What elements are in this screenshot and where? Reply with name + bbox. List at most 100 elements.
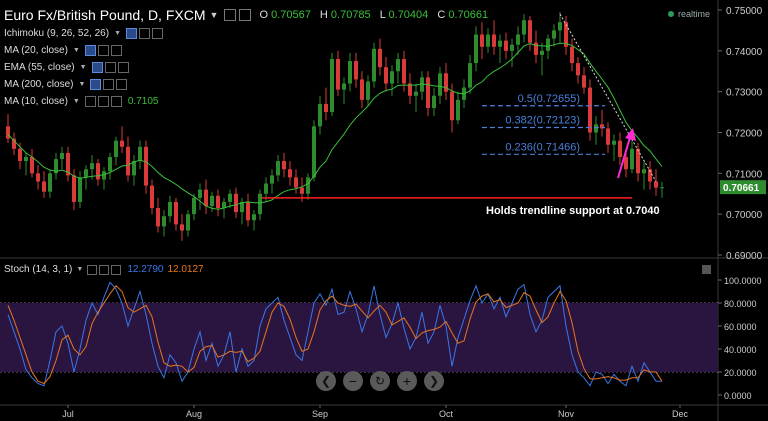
visibility-icon[interactable] bbox=[126, 28, 137, 39]
candle-body bbox=[72, 175, 76, 202]
chevron-down-icon[interactable]: ▼ bbox=[72, 98, 80, 105]
candles[interactable] bbox=[6, 12, 664, 241]
maximize-pane-icon[interactable] bbox=[702, 265, 711, 274]
candle-body bbox=[312, 126, 316, 178]
visibility-icon[interactable] bbox=[84, 96, 96, 107]
stoch-tick-label: 80.0000 bbox=[724, 299, 757, 309]
zoom-in-button[interactable]: + bbox=[397, 371, 417, 391]
realtime-dot-icon bbox=[668, 11, 674, 17]
indicator-value: 0.7105 bbox=[127, 96, 159, 107]
candle-body bbox=[168, 201, 172, 217]
remove-icon[interactable] bbox=[111, 264, 122, 275]
remove-icon[interactable] bbox=[110, 96, 122, 107]
indicator-row: MA (200, close) ▼ bbox=[4, 76, 488, 93]
settings-icon[interactable] bbox=[97, 45, 109, 56]
candle-body bbox=[366, 81, 370, 100]
scroll-right-button[interactable]: ❯ bbox=[424, 371, 444, 391]
visibility-icon[interactable] bbox=[87, 264, 98, 275]
ohlc-readout: O 0.70567 H 0.70785 L 0.70404 C 0.70661 bbox=[259, 9, 488, 21]
settings-icon[interactable] bbox=[103, 79, 115, 90]
candle-body bbox=[630, 148, 634, 170]
low-label: L bbox=[379, 9, 386, 21]
indicator-list: Ichimoku (9, 26, 52, 26) ▼ MA (20, close) ▼… bbox=[4, 25, 488, 110]
visibility-icon[interactable] bbox=[91, 62, 103, 73]
settings-icon[interactable] bbox=[97, 96, 109, 107]
indicator-label[interactable]: EMA (55, close) bbox=[4, 62, 75, 73]
candle-body bbox=[12, 138, 16, 149]
support-annotation: Holds trendline support at 0.7040 bbox=[486, 205, 660, 217]
remove-icon[interactable] bbox=[117, 62, 129, 73]
visibility-icon[interactable] bbox=[84, 45, 96, 56]
indicator-label[interactable]: MA (200, close) bbox=[4, 79, 74, 90]
stoch-axis[interactable]: 100.0000 80.0000 60.0000 40.0000 20.0000 0.00… bbox=[718, 276, 762, 401]
settings-icon[interactable] bbox=[99, 264, 110, 275]
candle-body bbox=[360, 79, 364, 100]
indicator-label[interactable]: MA (10, close) bbox=[4, 96, 68, 107]
candle-body bbox=[414, 91, 418, 96]
remove-icon[interactable] bbox=[116, 79, 128, 90]
symbol-row: Euro Fx/British Pound, D, FXCM ▼ O 0.705… bbox=[4, 5, 488, 25]
chevron-down-icon[interactable]: ▼ bbox=[78, 81, 86, 88]
candle-body bbox=[132, 161, 136, 176]
stoch-label[interactable]: Stoch (14, 3, 1) bbox=[4, 264, 73, 275]
candle-body bbox=[426, 77, 430, 108]
candle-body bbox=[324, 103, 328, 113]
zoom-out-button[interactable]: − bbox=[343, 371, 363, 391]
low-value: 0.70404 bbox=[388, 9, 429, 21]
candle-body bbox=[108, 157, 112, 172]
candle-body bbox=[252, 214, 256, 221]
indicator-row: MA (20, close) ▼ bbox=[4, 42, 488, 59]
candle-body bbox=[480, 34, 484, 47]
chevron-down-icon[interactable]: ▼ bbox=[72, 47, 80, 54]
indicator-row: EMA (55, close) ▼ bbox=[4, 59, 488, 76]
last-price-label: 0.70661 bbox=[723, 183, 760, 194]
candle-body bbox=[354, 61, 358, 80]
indicator-label[interactable]: Ichimoku (9, 26, 52, 26) bbox=[4, 28, 110, 39]
candle-body bbox=[552, 30, 556, 39]
candle-body bbox=[396, 59, 400, 72]
settings-icon[interactable] bbox=[139, 28, 150, 39]
candle-body bbox=[282, 161, 286, 170]
trendlines: Holds trendline support at 0.7040 bbox=[262, 13, 660, 217]
remove-icon[interactable] bbox=[110, 45, 122, 56]
chevron-down-icon[interactable]: ▼ bbox=[76, 266, 84, 273]
candle-body bbox=[654, 181, 658, 188]
candle-body bbox=[258, 193, 262, 215]
candle-body bbox=[636, 148, 640, 174]
price-tick-label: 0.72000 bbox=[726, 129, 763, 140]
last-price-tag bbox=[720, 180, 766, 195]
candle-body bbox=[516, 34, 520, 45]
stoch-tick-label: 100.0000 bbox=[724, 276, 762, 286]
candle-body bbox=[372, 48, 376, 82]
candle-body bbox=[528, 20, 532, 43]
candle-body bbox=[18, 148, 22, 162]
candle-body bbox=[288, 169, 292, 178]
candle-body bbox=[144, 146, 148, 186]
fib-label: 0.382(0.72123) bbox=[505, 114, 580, 126]
chevron-down-icon[interactable]: ▼ bbox=[79, 64, 87, 71]
candle-body bbox=[492, 34, 496, 47]
price-axis[interactable]: 0.75000 0.74000 0.73000 0.72000 0.71000 0.700… bbox=[718, 6, 766, 262]
chevron-down-icon[interactable]: ▼ bbox=[114, 30, 121, 37]
scroll-left-button[interactable]: ❮ bbox=[316, 371, 336, 391]
candle-body bbox=[306, 177, 310, 194]
settings-icon[interactable] bbox=[104, 62, 116, 73]
candle-body bbox=[456, 99, 460, 121]
time-axis[interactable]: Jul Aug Sep Oct Nov Dec bbox=[62, 405, 688, 419]
indicator-label[interactable]: MA (20, close) bbox=[4, 45, 68, 56]
candle-body bbox=[246, 201, 250, 221]
candle-body bbox=[564, 22, 568, 47]
realtime-status: realtime bbox=[668, 9, 710, 19]
format-icon[interactable] bbox=[239, 9, 252, 21]
candle-body bbox=[42, 181, 46, 192]
remove-icon[interactable] bbox=[152, 28, 163, 39]
candle-body bbox=[300, 187, 304, 194]
reset-button[interactable]: ↻ bbox=[370, 371, 390, 391]
ma-10-line bbox=[7, 42, 663, 210]
fib-label: 0.236(0.71466) bbox=[505, 141, 580, 153]
settings-icon[interactable] bbox=[224, 9, 237, 21]
symbol-title[interactable]: Euro Fx/British Pound, D, FXCM bbox=[4, 7, 206, 23]
visibility-icon[interactable] bbox=[90, 79, 102, 90]
chevron-down-icon[interactable]: ▼ bbox=[209, 10, 219, 20]
time-tick-label: Sep bbox=[312, 409, 328, 419]
